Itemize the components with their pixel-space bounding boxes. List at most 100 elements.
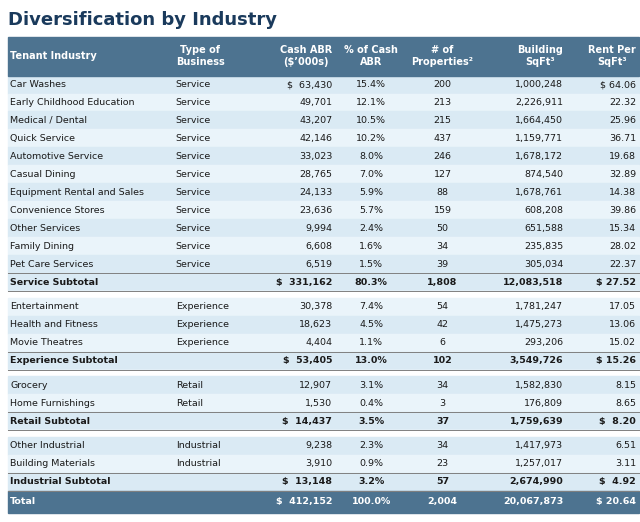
Text: 2.3%: 2.3% <box>359 441 383 450</box>
Text: % of Cash
ABR: % of Cash ABR <box>344 45 398 67</box>
Text: 215: 215 <box>433 116 451 125</box>
Text: 20,067,873: 20,067,873 <box>503 497 563 506</box>
Text: 34: 34 <box>436 441 449 450</box>
Text: 37: 37 <box>436 417 449 425</box>
Text: Service: Service <box>176 152 211 161</box>
Text: 8.65: 8.65 <box>615 399 636 408</box>
Text: 1.1%: 1.1% <box>359 338 383 347</box>
Text: $  4.92: $ 4.92 <box>600 477 636 486</box>
Text: 18,623: 18,623 <box>299 320 332 329</box>
Text: Industrial Subtotal: Industrial Subtotal <box>10 477 111 486</box>
Text: Service: Service <box>176 259 211 269</box>
Text: 24,133: 24,133 <box>299 188 332 197</box>
Text: 50: 50 <box>436 224 449 233</box>
Text: 1.6%: 1.6% <box>359 242 383 251</box>
Text: 3.5%: 3.5% <box>358 417 385 425</box>
Text: Family Dining: Family Dining <box>10 242 74 251</box>
Text: Service: Service <box>176 188 211 197</box>
Text: 176,809: 176,809 <box>524 399 563 408</box>
Text: Other Industrial: Other Industrial <box>10 441 85 450</box>
Text: 246: 246 <box>433 152 451 161</box>
Text: 12,907: 12,907 <box>299 381 332 390</box>
Text: 32.89: 32.89 <box>609 170 636 179</box>
Text: Industrial: Industrial <box>176 459 220 468</box>
Text: 34: 34 <box>436 381 449 390</box>
Text: Pet Care Services: Pet Care Services <box>10 259 93 269</box>
Text: 15.34: 15.34 <box>609 224 636 233</box>
Text: 9,994: 9,994 <box>305 224 332 233</box>
Text: Entertainment: Entertainment <box>10 302 79 311</box>
Text: Industrial: Industrial <box>176 441 220 450</box>
Text: 1,781,247: 1,781,247 <box>515 302 563 311</box>
Text: 200: 200 <box>433 80 451 89</box>
Text: Total: Total <box>10 497 36 506</box>
Text: Service Subtotal: Service Subtotal <box>10 278 99 287</box>
Text: Service: Service <box>176 98 211 107</box>
Text: 39: 39 <box>436 259 449 269</box>
Text: 1,159,771: 1,159,771 <box>515 134 563 143</box>
Text: Experience: Experience <box>176 338 228 347</box>
Text: 608,208: 608,208 <box>524 206 563 215</box>
Text: 8.15: 8.15 <box>615 381 636 390</box>
Text: 7.4%: 7.4% <box>359 302 383 311</box>
Text: $  63,430: $ 63,430 <box>287 80 332 89</box>
Text: Automotive Service: Automotive Service <box>10 152 104 161</box>
Text: 1,475,273: 1,475,273 <box>515 320 563 329</box>
Text: 1,582,830: 1,582,830 <box>515 381 563 390</box>
Text: Tenant Industry: Tenant Industry <box>10 51 97 61</box>
Text: $  14,437: $ 14,437 <box>282 417 332 425</box>
Text: 10.2%: 10.2% <box>356 134 387 143</box>
Text: $ 20.64: $ 20.64 <box>596 497 636 506</box>
Text: 2,004: 2,004 <box>428 497 458 506</box>
Text: 293,206: 293,206 <box>524 338 563 347</box>
Text: 6: 6 <box>440 338 445 347</box>
Text: Retail: Retail <box>176 399 203 408</box>
Text: Service: Service <box>176 242 211 251</box>
Text: 10.5%: 10.5% <box>356 116 387 125</box>
Text: 1,664,450: 1,664,450 <box>515 116 563 125</box>
Text: 13.06: 13.06 <box>609 320 636 329</box>
Text: Movie Theatres: Movie Theatres <box>10 338 83 347</box>
Text: Experience: Experience <box>176 302 228 311</box>
Text: Home Furnishings: Home Furnishings <box>10 399 95 408</box>
Text: Early Childhood Education: Early Childhood Education <box>10 98 135 107</box>
Text: 88: 88 <box>436 188 449 197</box>
Text: 102: 102 <box>433 356 452 365</box>
Text: 1,808: 1,808 <box>428 278 458 287</box>
Text: 3.2%: 3.2% <box>358 477 385 486</box>
Text: 25.96: 25.96 <box>609 116 636 125</box>
Text: 874,540: 874,540 <box>524 170 563 179</box>
Text: 3,549,726: 3,549,726 <box>509 356 563 365</box>
Text: 5.9%: 5.9% <box>359 188 383 197</box>
Text: $  13,148: $ 13,148 <box>282 477 332 486</box>
Text: 42,146: 42,146 <box>299 134 332 143</box>
Text: 15.4%: 15.4% <box>356 80 387 89</box>
Text: 17.05: 17.05 <box>609 302 636 311</box>
Text: 305,034: 305,034 <box>524 259 563 269</box>
Text: 1.5%: 1.5% <box>359 259 383 269</box>
Text: 23,636: 23,636 <box>299 206 332 215</box>
Text: 22.37: 22.37 <box>609 259 636 269</box>
Text: 28,765: 28,765 <box>299 170 332 179</box>
Text: $ 64.06: $ 64.06 <box>600 80 636 89</box>
Text: 1,530: 1,530 <box>305 399 332 408</box>
Text: 1,678,761: 1,678,761 <box>515 188 563 197</box>
Text: Equipment Rental and Sales: Equipment Rental and Sales <box>10 188 144 197</box>
Text: $  8.20: $ 8.20 <box>600 417 636 425</box>
Text: Service: Service <box>176 170 211 179</box>
Text: 5.7%: 5.7% <box>359 206 383 215</box>
Text: 3.11: 3.11 <box>615 459 636 468</box>
Text: Diversification by Industry: Diversification by Industry <box>8 11 276 29</box>
Text: 213: 213 <box>433 98 452 107</box>
Text: 7.0%: 7.0% <box>359 170 383 179</box>
Text: $  53,405: $ 53,405 <box>283 356 332 365</box>
Text: 15.02: 15.02 <box>609 338 636 347</box>
Text: Experience: Experience <box>176 320 228 329</box>
Text: 80.3%: 80.3% <box>355 278 388 287</box>
Text: 9,238: 9,238 <box>305 441 332 450</box>
Text: 49,701: 49,701 <box>299 98 332 107</box>
Text: 43,207: 43,207 <box>299 116 332 125</box>
Text: Convenience Stores: Convenience Stores <box>10 206 105 215</box>
Text: Service: Service <box>176 224 211 233</box>
Text: 1,257,017: 1,257,017 <box>515 459 563 468</box>
